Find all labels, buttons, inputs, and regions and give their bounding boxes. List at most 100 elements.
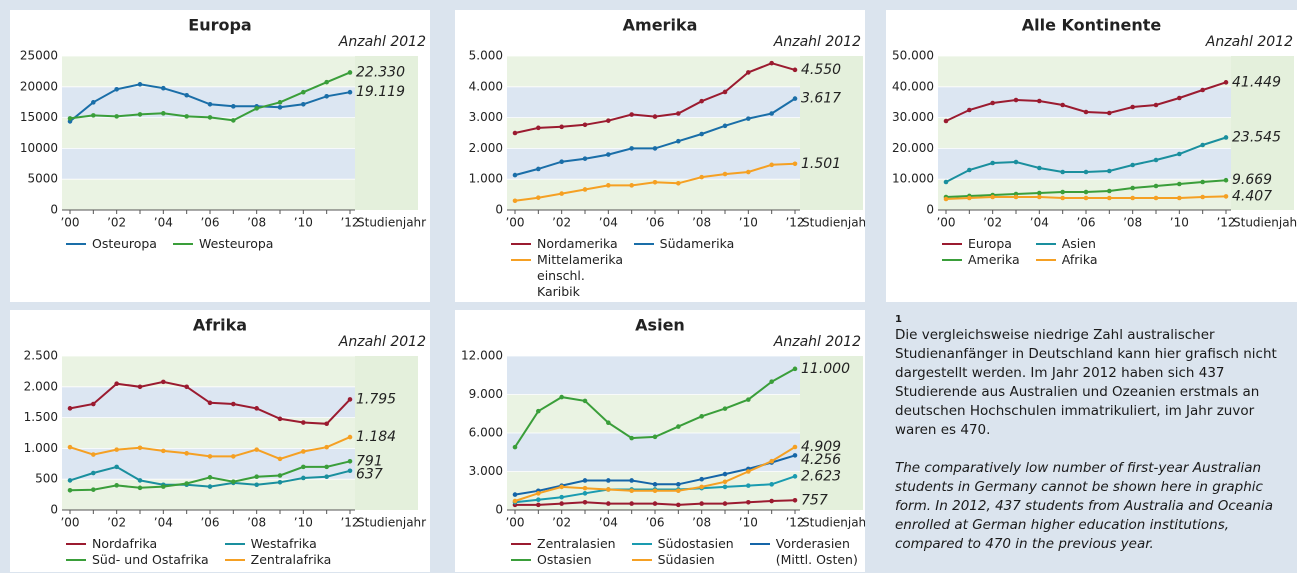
legend-label: Europa xyxy=(968,236,1012,251)
data-point xyxy=(629,435,634,441)
end-value-label: 19.119 xyxy=(356,84,405,100)
legend-swatch xyxy=(942,259,962,261)
data-point xyxy=(1200,179,1205,185)
data-point xyxy=(324,474,329,480)
data-point xyxy=(792,67,798,73)
x-tick-label: ’06 xyxy=(1076,216,1095,230)
data-point xyxy=(652,501,658,506)
data-point xyxy=(1130,104,1135,110)
data-point xyxy=(559,484,564,490)
data-point xyxy=(769,111,774,116)
y-tick-label: 12.000 xyxy=(461,349,503,363)
legend-swatch xyxy=(942,243,962,245)
chart-subtitle: Anzahl 2012 xyxy=(1205,34,1293,50)
data-point xyxy=(1060,189,1065,195)
legend-swatch xyxy=(224,543,245,545)
chart: Europa Anzahl 2012 0 5000 10000 15000 20000 250… xyxy=(20,16,426,230)
x-tick-label: ’06 xyxy=(200,516,219,530)
plot-band xyxy=(938,148,1231,180)
data-point xyxy=(652,114,658,119)
x-tick-label: ’00 xyxy=(60,216,79,230)
legend-swatch xyxy=(1035,243,1056,245)
legend-label: Südostasien xyxy=(657,536,734,551)
data-point xyxy=(606,183,611,188)
chart: Asien Anzahl 2012 0 3.000 6.000 9.000 12.000 ’0… xyxy=(461,316,865,530)
data-point xyxy=(254,482,259,488)
legend-item: Süd- und Ostafrika xyxy=(66,552,209,568)
data-point xyxy=(967,107,972,113)
legend-swatch xyxy=(633,243,654,245)
x-tick-label: ’04 xyxy=(154,216,173,230)
data-point xyxy=(1107,195,1112,201)
data-point xyxy=(207,475,213,480)
chart: Alle Kontinente Anzahl 2012 0 10.000 20.000 3… xyxy=(892,16,1297,230)
data-point xyxy=(582,500,588,505)
data-point xyxy=(1223,177,1229,183)
legend-label: Westeuropa xyxy=(198,236,274,251)
x-tick-label: ’12 xyxy=(785,216,804,230)
data-point xyxy=(1083,195,1089,201)
data-point xyxy=(699,131,704,137)
legend-item: Südamerika xyxy=(633,236,735,252)
legend-swatch xyxy=(511,559,531,561)
legend-swatch xyxy=(224,559,245,561)
y-tick-label: 25000 xyxy=(20,49,58,63)
legend-label: Südamerika xyxy=(659,236,735,251)
y-tick-label: 1.000 xyxy=(24,441,58,455)
data-point xyxy=(347,89,353,95)
data-point xyxy=(1107,168,1112,174)
plot-band xyxy=(507,117,800,149)
data-point xyxy=(114,464,119,470)
data-point xyxy=(1037,165,1042,171)
data-point xyxy=(652,482,658,487)
label-column xyxy=(1231,56,1294,210)
end-value-label: 637 xyxy=(356,466,383,482)
data-point xyxy=(1037,190,1042,196)
end-value-label: 1.795 xyxy=(356,391,396,407)
data-point xyxy=(559,494,564,500)
data-point xyxy=(559,159,564,165)
legend-item: Nordamerika xyxy=(511,236,618,252)
data-point xyxy=(699,174,704,180)
data-point xyxy=(990,100,995,106)
chart-subtitle: Anzahl 2012 xyxy=(773,34,861,50)
plot-band xyxy=(507,148,800,180)
legend-swatch xyxy=(749,543,770,545)
data-point xyxy=(347,70,353,75)
x-tick-label: ’02 xyxy=(983,216,1002,230)
chart-panel: Amerika Anzahl 2012 0 1.000 2.000 3.000 4.000 5… xyxy=(455,10,865,302)
end-value-label: 1.184 xyxy=(356,429,396,445)
data-point xyxy=(676,138,681,144)
legend-label: Mittelamerika einschl. Karibik xyxy=(537,252,624,299)
data-point xyxy=(676,424,681,429)
data-point xyxy=(722,89,728,95)
data-point xyxy=(1037,98,1042,104)
end-value-label: 1.501 xyxy=(801,156,841,172)
chart-title: Asien xyxy=(635,316,685,335)
x-tick-label: ’02 xyxy=(552,216,571,230)
plot-band xyxy=(938,56,1231,87)
legend-swatch xyxy=(66,559,86,561)
data-point xyxy=(1177,195,1182,201)
legend-label: Südasien xyxy=(657,552,715,567)
data-point xyxy=(91,452,96,457)
footnote-marker: 1 xyxy=(895,314,902,325)
x-tick-label: ’10 xyxy=(1170,216,1189,230)
data-point xyxy=(207,400,213,406)
legend-swatch xyxy=(66,543,86,545)
chart-panel: Alle Kontinente Anzahl 2012 0 10.000 20.000 3… xyxy=(886,10,1297,302)
data-point xyxy=(792,96,798,101)
plot-band xyxy=(62,448,355,480)
data-point xyxy=(1037,194,1042,200)
data-point xyxy=(114,381,119,387)
x-tick-label: ’08 xyxy=(1123,216,1142,230)
legend: Nordamerika Südamerika Mittelamerika einsc… xyxy=(511,236,734,300)
legend-item: Südostasien xyxy=(631,536,734,552)
data-point xyxy=(512,130,518,136)
data-point xyxy=(1177,95,1182,101)
data-point xyxy=(582,478,588,483)
legend-label: Amerika xyxy=(968,252,1020,267)
end-value-label: 791 xyxy=(356,453,383,469)
end-value-label: 23.545 xyxy=(1232,129,1281,145)
data-point xyxy=(699,98,704,104)
